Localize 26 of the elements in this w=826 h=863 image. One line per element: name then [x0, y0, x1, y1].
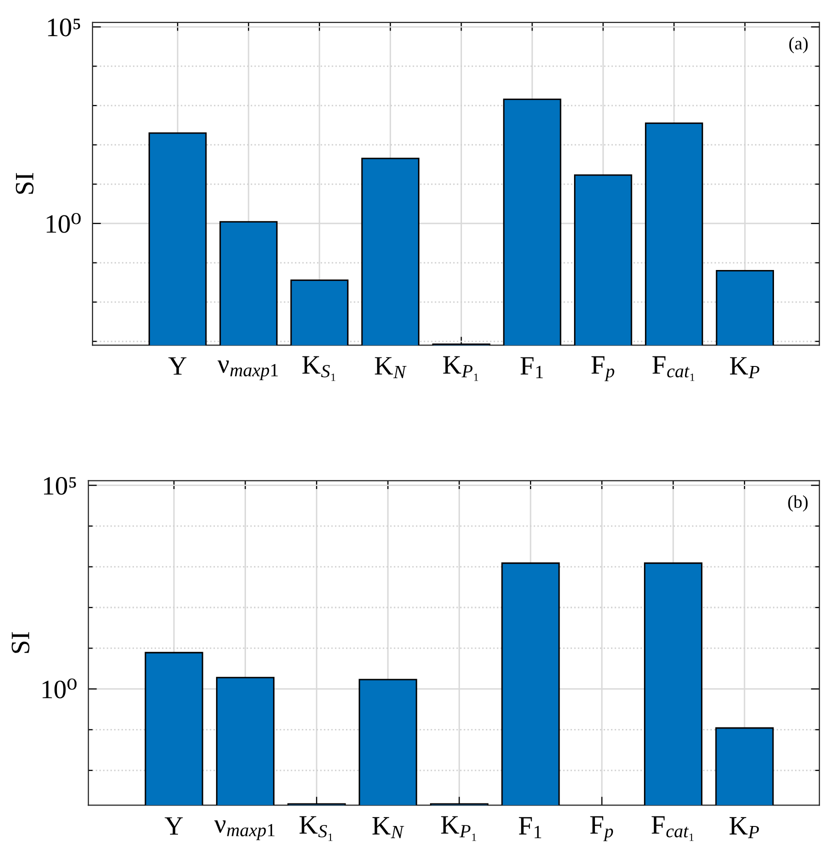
x-tick-label: ν$_{maxp1}$: [214, 820, 275, 840]
x-tick-label: F$_{1}$: [520, 357, 543, 378]
x-tick-label: K$_{P₁}$: [441, 816, 476, 841]
x-tick-label: F$_{cat₁}$: [652, 816, 694, 841]
y-axis-title: SI: [16, 173, 34, 194]
annotation: (b): [788, 495, 808, 512]
x-tick-label: Y: [164, 817, 183, 835]
y-tick-label: 10⁵: [44, 476, 76, 495]
x-tick-label: K$_{N}$: [374, 357, 407, 378]
x-tick-label: K$_{S₁}$: [302, 356, 336, 381]
annotation: (a): [789, 36, 808, 54]
x-tick-label: F$_{p}$: [591, 356, 614, 382]
x-tick-label: K$_{N}$: [372, 817, 404, 838]
x-tick-label: F$_{p}$: [590, 816, 614, 842]
y-tick-label: 10⁰: [42, 678, 77, 698]
x-tick-label: K$_{P₁}$: [443, 356, 478, 381]
x-tick-label: K$_{S₁}$: [300, 816, 332, 841]
x-tick-label: Y: [168, 357, 186, 375]
y-tick-label: 10⁰: [46, 213, 81, 233]
y-tick-label: 10⁵: [48, 18, 80, 36]
x-tick-label: ν$_{maxp1}$: [218, 360, 278, 380]
x-tick-label: K$_{P}$: [730, 817, 759, 838]
x-tick-label: F$_{1}$: [518, 817, 542, 838]
y-axis-title: SI: [12, 632, 30, 653]
x-tick-label: F$_{cat₁}$: [652, 356, 694, 381]
x-tick-label: K$_{P}$: [730, 357, 760, 378]
